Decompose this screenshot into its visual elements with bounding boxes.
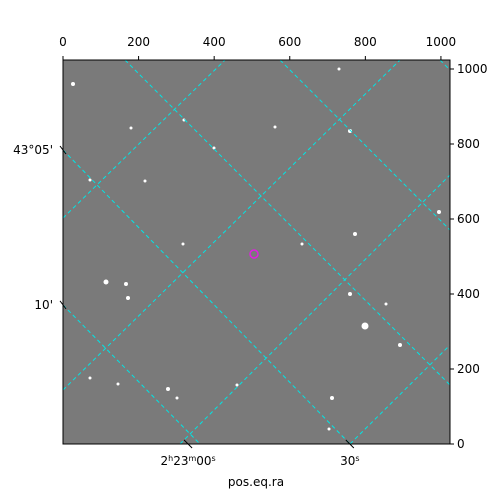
x-tick-label: 400 xyxy=(203,35,226,49)
x-tick-label: 600 xyxy=(278,35,301,49)
ra-tick-label: 30s xyxy=(340,454,359,469)
sky-image xyxy=(63,60,450,444)
stars xyxy=(71,67,441,431)
x-axis-label: pos.eq.ra xyxy=(228,475,284,489)
y-tick-label: 600 xyxy=(457,212,480,226)
ra-tick xyxy=(183,439,193,449)
x-tick-label: 0 xyxy=(59,35,67,49)
x-tick-label: 200 xyxy=(127,35,150,49)
frame xyxy=(62,59,451,445)
y-tick-label: 1000 xyxy=(457,62,488,76)
dec-tick xyxy=(59,300,67,310)
dec-tick-label: 43°05' xyxy=(13,143,53,157)
y-tick-label: 800 xyxy=(457,137,480,151)
coordinate-grid xyxy=(62,59,451,445)
x-tick-label: 800 xyxy=(354,35,377,49)
x-tick-label: 1000 xyxy=(426,35,457,49)
dec-tick-label: 10' xyxy=(34,298,53,312)
y-tick-label: 0 xyxy=(457,437,465,451)
ra-tick xyxy=(345,439,355,449)
y-tick-label: 400 xyxy=(457,287,480,301)
ra-tick-label: 2h23m00s xyxy=(160,454,215,469)
dec-tick xyxy=(59,145,67,155)
target-marker xyxy=(249,249,259,259)
y-tick-label: 200 xyxy=(457,362,480,376)
